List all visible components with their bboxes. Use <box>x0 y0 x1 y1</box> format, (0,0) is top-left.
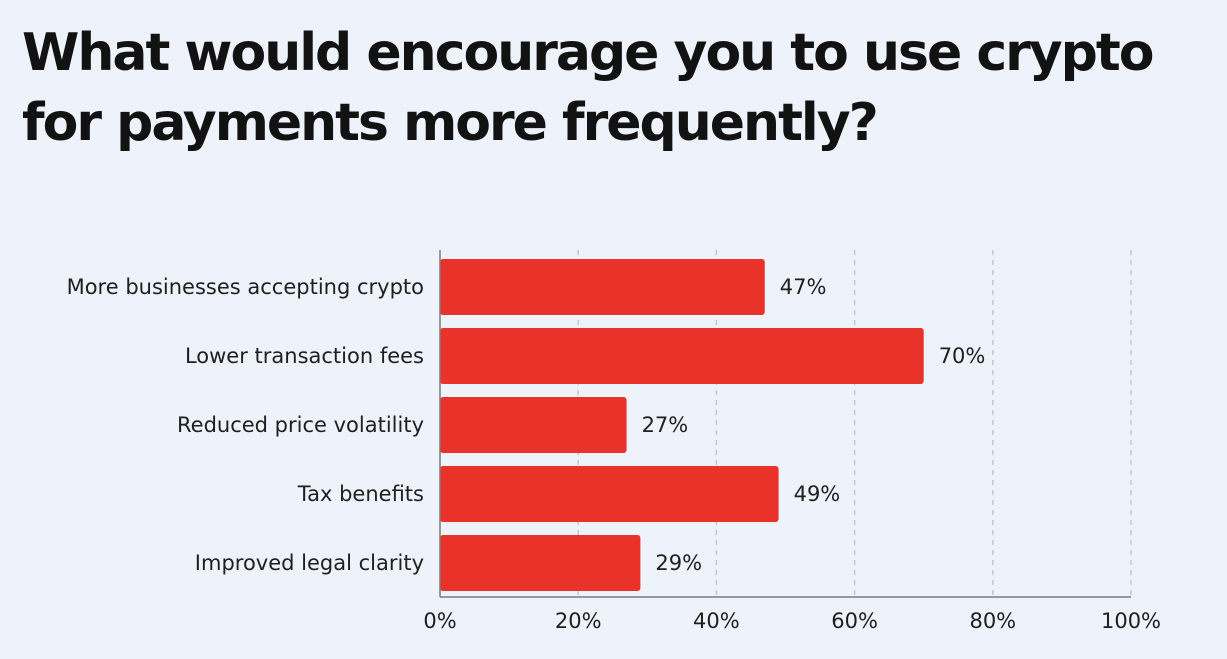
x-tick-label-20: 20% <box>555 609 602 633</box>
axes <box>439 250 1131 598</box>
bar-3 <box>440 466 779 522</box>
x-tick-label-60: 60% <box>831 609 878 633</box>
chart-title: What would encourage you to use crypto f… <box>22 23 1155 153</box>
x-tick-label-80: 80% <box>969 609 1016 633</box>
value-label-1: 70% <box>939 344 986 368</box>
x-tick-label-100: 100% <box>1101 609 1161 633</box>
value-label-2: 27% <box>642 413 689 437</box>
category-label-4: Improved legal clarity <box>195 551 424 575</box>
x-tick-label-0: 0% <box>423 609 456 633</box>
bar-1 <box>440 328 924 384</box>
labels: More businesses accepting crypto 47% Lower… <box>67 275 1161 633</box>
category-label-0: More businesses accepting crypto <box>67 275 424 299</box>
value-label-4: 29% <box>655 551 702 575</box>
value-label-0: 47% <box>780 275 827 299</box>
category-label-3: Tax benefits <box>297 482 424 506</box>
category-label-1: Lower transaction fees <box>185 344 424 368</box>
bar-4 <box>440 535 641 591</box>
bars <box>440 259 924 591</box>
category-label-2: Reduced price volatility <box>177 413 424 437</box>
value-label-3: 49% <box>794 482 841 506</box>
x-tick-label-40: 40% <box>693 609 740 633</box>
bar-0 <box>440 259 765 315</box>
bar-2 <box>440 397 627 453</box>
